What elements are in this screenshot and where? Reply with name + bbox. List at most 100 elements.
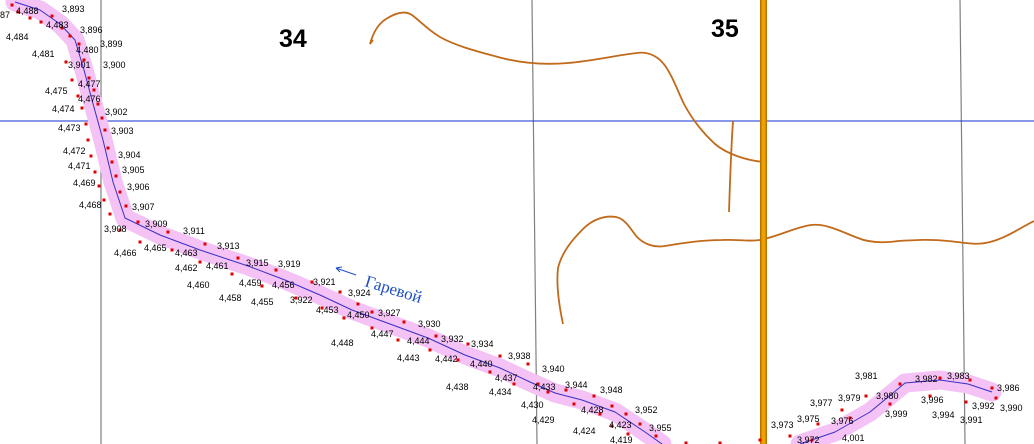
survey-point — [97, 184, 101, 188]
point-label: 4,434 — [489, 387, 512, 397]
point-label: 3,944 — [565, 380, 588, 390]
point-label: 4,465 — [144, 243, 167, 253]
point-label: 4,453 — [316, 305, 339, 315]
point-label: 4,461 — [206, 261, 229, 271]
survey-point — [198, 260, 202, 264]
section-grid-lines — [100, 0, 966, 444]
point-label: 4,433 — [533, 382, 556, 392]
point-label: 3,907 — [132, 202, 155, 212]
point-label: 3,999 — [885, 409, 908, 419]
survey-point — [840, 408, 844, 412]
survey-point — [994, 396, 998, 400]
centerline-east — [799, 379, 993, 444]
point-label: 3,893 — [62, 4, 85, 14]
point-label: 4,443 — [397, 353, 420, 363]
survey-point — [118, 190, 122, 194]
survey-point — [888, 402, 892, 406]
point-label: 3,975 — [797, 414, 820, 424]
point-label: 3,899 — [100, 39, 123, 49]
point-label: 4,488 — [16, 6, 39, 16]
survey-point — [320, 306, 324, 310]
contour-lines — [369, 11, 1034, 325]
survey-point — [230, 272, 234, 276]
point-label: 4,459 — [239, 278, 262, 288]
point-label: 3,977 — [810, 398, 833, 408]
point-label: 4,450 — [347, 310, 370, 320]
point-label: 4,448 — [331, 338, 354, 348]
survey-point — [260, 284, 264, 288]
contour-spur — [728, 120, 734, 213]
survey-point — [138, 240, 142, 244]
point-label: 3,979 — [838, 393, 861, 403]
point-label: 3,973 — [771, 420, 794, 430]
point-label: 4,473 — [58, 123, 81, 133]
survey-point — [102, 198, 106, 202]
road-fill — [761, 0, 766, 444]
survey-point — [788, 434, 792, 438]
survey-point — [938, 376, 942, 380]
flow-arrow-icon — [335, 266, 343, 273]
point-label: 4,001 — [842, 433, 865, 443]
survey-point — [10, 3, 14, 7]
point-label: 4,424 — [573, 426, 596, 436]
survey-point — [60, 26, 64, 30]
point-label: 4,438 — [446, 382, 469, 392]
point-label: 3,983 — [947, 371, 970, 381]
point-label: 4,460 — [187, 280, 210, 290]
survey-point — [342, 316, 346, 320]
survey-point — [718, 441, 722, 444]
survey-point — [68, 34, 72, 38]
survey-point — [810, 438, 814, 442]
survey-point — [100, 116, 104, 120]
survey-point — [456, 358, 460, 362]
survey-point — [638, 422, 642, 426]
survey-point — [512, 382, 516, 386]
point-label: 4,429 — [532, 415, 555, 425]
point-label: 3,922 — [290, 295, 313, 305]
survey-point — [370, 326, 374, 330]
point-label: 3,911 — [183, 226, 205, 236]
point-label: 3,902 — [105, 107, 128, 117]
survey-point — [356, 302, 360, 306]
survey-point — [758, 438, 762, 442]
point-label: 4,447 — [371, 329, 394, 339]
survey-point — [170, 248, 174, 252]
point-label: 4,476 — [78, 94, 101, 104]
point-label: 4,483 — [46, 20, 69, 30]
point-label: 3,992 — [972, 401, 995, 411]
survey-point — [136, 220, 140, 224]
survey-point — [564, 388, 568, 392]
point-label: 4,466 — [114, 248, 137, 258]
survey-point — [592, 394, 596, 398]
survey-point — [16, 10, 20, 14]
survey-point — [203, 242, 207, 246]
point-label: 4,474 — [52, 104, 75, 114]
point-label: 3,903 — [111, 126, 134, 136]
point-label: 3,924 — [348, 288, 371, 298]
point-label: 3,972 — [797, 435, 820, 444]
point-label: 3,976 — [831, 416, 854, 426]
survey-point — [526, 362, 530, 366]
survey-point — [572, 402, 576, 406]
survey-point — [166, 230, 170, 234]
survey-points — [10, 3, 998, 444]
survey-point — [92, 88, 96, 92]
point-label: 4,428 — [581, 405, 604, 415]
survey-point — [598, 412, 602, 416]
point-label: 3,921 — [313, 277, 336, 287]
survey-point — [488, 370, 492, 374]
point-label: 4,456 — [272, 280, 295, 290]
survey-point — [626, 432, 630, 436]
survey-point — [77, 42, 81, 46]
point-label: 3,990 — [1000, 403, 1023, 413]
point-label: 3,996 — [921, 395, 944, 405]
survey-point — [114, 174, 118, 178]
survey-point — [84, 122, 88, 126]
flow-arrow-shaft — [335, 267, 357, 276]
point-label: 3,991 — [960, 415, 983, 425]
survey-point — [990, 386, 994, 390]
point-label: 3,927 — [378, 308, 401, 318]
point-label: 4,423 — [609, 420, 632, 430]
point-label: 3,915 — [246, 258, 269, 268]
